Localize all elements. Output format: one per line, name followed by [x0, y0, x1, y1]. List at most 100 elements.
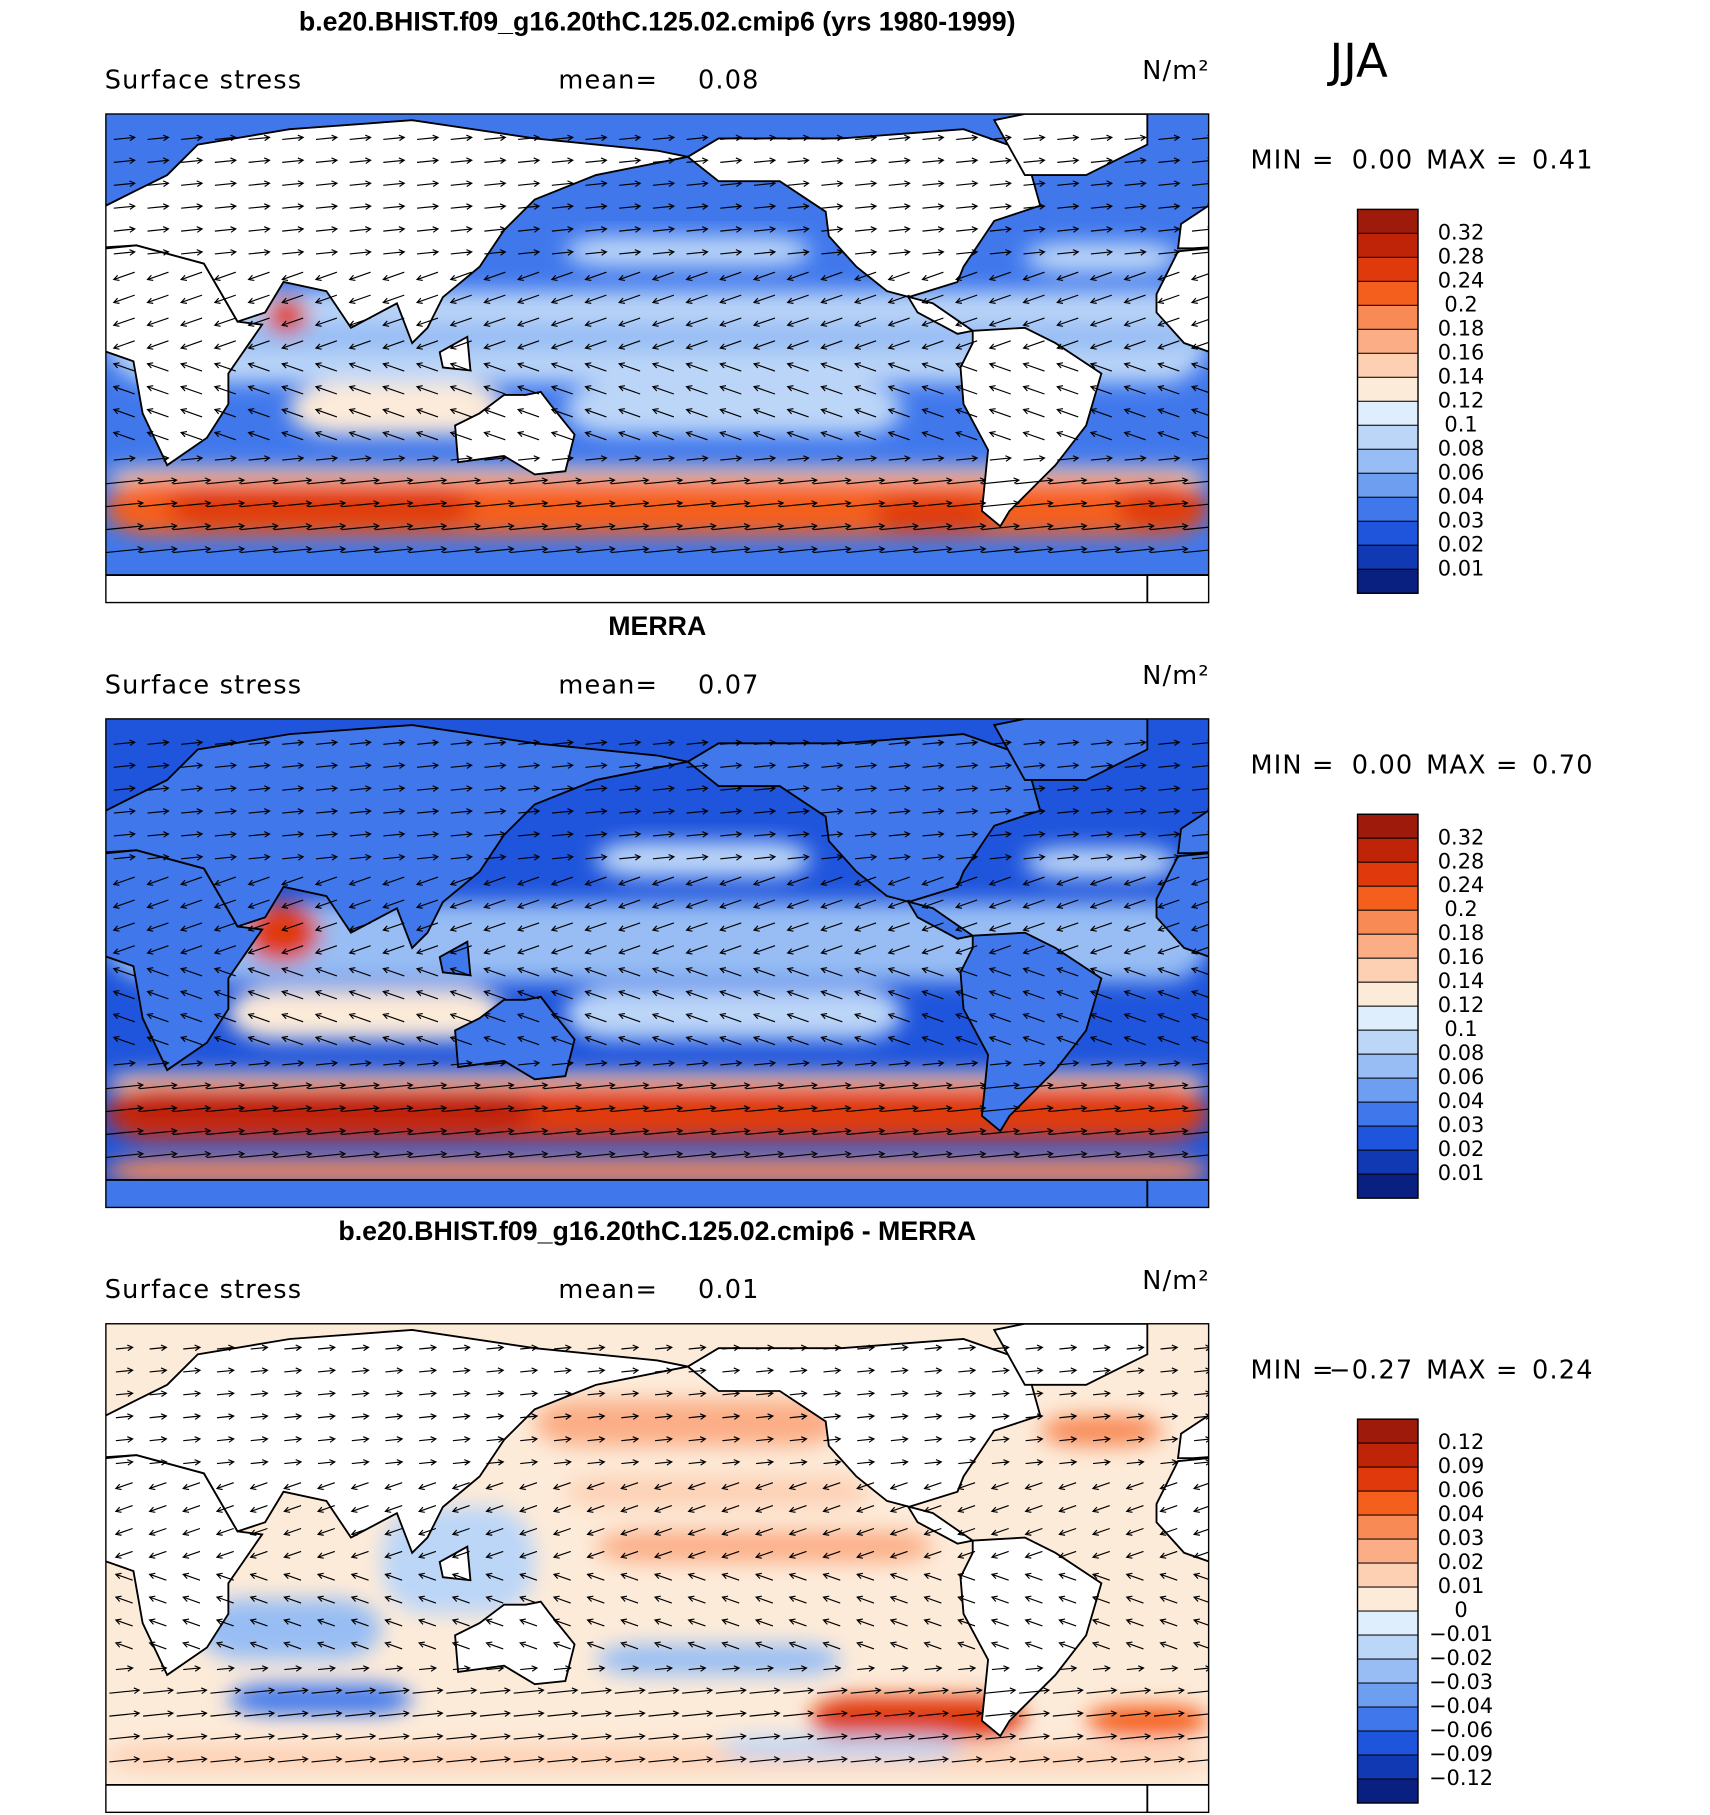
continent [454, 390, 576, 476]
colorbar-label: 0.04 [1438, 1502, 1485, 1526]
field-blob [105, 1091, 535, 1132]
mean-value: 0.01 [698, 1275, 760, 1305]
mean-value: 0.07 [698, 670, 760, 700]
continent [992, 718, 1149, 781]
continent [1146, 1783, 1209, 1813]
colorbar-swatch [1357, 352, 1419, 378]
colorbar-swatch [1357, 472, 1419, 498]
mean-label: mean= [558, 65, 658, 95]
units-label: N/m² [1142, 56, 1210, 86]
colorbar-label: 0.1 [1444, 412, 1477, 436]
min-label: MIN = [1251, 1355, 1335, 1385]
colorbar-label: 0.1 [1444, 1017, 1477, 1041]
field-blob [228, 1684, 413, 1715]
colorbar-swatch [1357, 256, 1419, 282]
continent [1146, 1179, 1209, 1208]
field-blob [565, 1476, 872, 1507]
colorbar-label: 0 [1454, 1598, 1467, 1622]
colorbar-swatch [1357, 837, 1419, 863]
colorbar-swatch [1357, 328, 1419, 354]
max-value: 0.24 [1532, 1355, 1594, 1385]
field-blob [228, 987, 505, 1040]
map-frame [105, 113, 1210, 604]
continent [1146, 574, 1209, 603]
continent [686, 733, 1042, 940]
colorbar-label: 0.08 [1438, 436, 1485, 460]
panel-title: MERRA [608, 611, 706, 641]
colorbar-swatch [1357, 448, 1419, 474]
colorbar-label: −0.02 [1429, 1646, 1493, 1670]
colorbar-label: 0.06 [1438, 1065, 1485, 1089]
colorbar-label: −0.04 [1429, 1694, 1493, 1718]
colorbar-swatch [1357, 1029, 1419, 1055]
colorbar-swatch [1357, 957, 1419, 983]
colorbar-swatch [1357, 496, 1419, 522]
colorbar-swatch [1357, 909, 1419, 935]
colorbar-swatch [1357, 1634, 1419, 1660]
colorbar-swatch [1357, 1490, 1419, 1516]
colorbar-swatch [1357, 568, 1419, 594]
units-label: N/m² [1142, 1266, 1210, 1296]
colorbar-label: 0.32 [1438, 220, 1485, 244]
wind-vectors [105, 134, 1209, 554]
field-blob [1024, 847, 1178, 878]
field-blob [534, 1400, 842, 1446]
colorbar-swatch [1357, 424, 1419, 450]
colorbar-frame [1356, 813, 1419, 1199]
colorbar-swatch [1357, 861, 1419, 887]
colorbar-swatch [1357, 520, 1419, 546]
colorbar-swatch [1357, 1610, 1419, 1636]
colorbar-swatch [1357, 232, 1419, 258]
continent [1176, 809, 1209, 855]
colorbar-label: 0.01 [1438, 556, 1485, 580]
colorbar-label: 0.02 [1438, 1137, 1485, 1161]
colorbar-label: 0.18 [1438, 316, 1485, 340]
colorbar-swatch [1357, 400, 1419, 426]
map-frame [105, 1323, 1210, 1814]
continent [105, 724, 689, 950]
colorbar-label: 0.18 [1438, 921, 1485, 945]
colorbar-label: −0.03 [1429, 1670, 1493, 1694]
panel-title: b.e20.BHIST.f09_g16.20thC.125.02.cmip6 -… [338, 1216, 976, 1246]
mean-value: 0.08 [698, 65, 760, 95]
min-label: MIN = [1251, 751, 1335, 781]
variable-label: Surface stress [105, 1275, 303, 1305]
panel: b.e20.BHIST.f09_g16.20thC.125.02.cmip6 -… [105, 1216, 1594, 1814]
map [105, 1323, 1209, 1813]
field-blob [167, 486, 474, 527]
continent [1542, 337, 1573, 371]
continent [105, 574, 1209, 603]
continent [454, 1600, 576, 1686]
panel: MERRA Surface stress mean= 0.07 N/m² MIN = 0.0… [105, 611, 1592, 1209]
colorbar-label: 0.12 [1438, 388, 1485, 412]
colorbar-label: 0.16 [1438, 945, 1485, 969]
colorbar-label: 0.24 [1438, 268, 1485, 292]
field-blob [565, 987, 903, 1040]
field-blob [289, 382, 505, 435]
colorbar-label: 0.04 [1438, 1089, 1485, 1113]
colorbar-swatch [1357, 1778, 1419, 1804]
colorbar-label: 0.16 [1438, 340, 1485, 364]
colorbar-swatch [1357, 280, 1419, 306]
wind-vectors [109, 1344, 1209, 1763]
colorbar-swatch [1357, 1005, 1419, 1031]
continent [105, 119, 689, 345]
panel: b.e20.BHIST.f09_g16.20thC.125.02.cmip6 (… [105, 6, 1677, 604]
min-label: MIN = [1251, 146, 1335, 176]
max-label: MAX = [1426, 146, 1518, 176]
colorbar-label: 0.14 [1438, 364, 1485, 388]
continent [1558, 392, 1677, 474]
colorbar-label: 0.01 [1438, 1574, 1485, 1598]
min-value: −0.27 [1329, 1355, 1413, 1385]
variable-label: Surface stress [105, 670, 303, 700]
continent [105, 1179, 1209, 1208]
continent [105, 1783, 1209, 1813]
continent [686, 128, 1042, 335]
field-blob [197, 1598, 382, 1660]
continent [105, 1328, 689, 1555]
panel-title: b.e20.BHIST.f09_g16.20thC.125.02.cmip6 (… [299, 6, 1016, 36]
max-label: MAX = [1426, 751, 1518, 781]
colorbar-label: −0.06 [1429, 1718, 1493, 1742]
colorbar-label: 0.03 [1438, 1526, 1485, 1550]
